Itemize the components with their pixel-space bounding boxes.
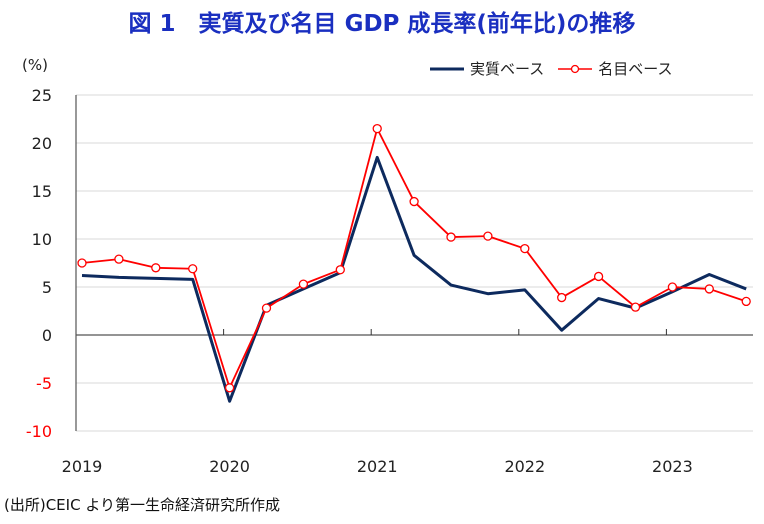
series-line-nominal <box>81 127 747 389</box>
legend-item-nominal: 名目ベース <box>558 58 673 79</box>
data-point-nominal <box>151 263 161 273</box>
x-tick-label: 2023 <box>652 457 693 476</box>
data-point-nominal <box>704 284 714 294</box>
data-point-nominal <box>114 254 124 264</box>
y-tick-label: -5 <box>36 374 52 393</box>
legend-item-real: 実質ベース <box>430 58 544 79</box>
x-tick-label: 2020 <box>209 457 250 476</box>
y-tick-label: 10 <box>32 230 52 249</box>
y-tick-label: 25 <box>32 86 52 105</box>
data-point-nominal <box>667 282 678 292</box>
data-point-nominal <box>446 232 456 242</box>
data-point-nominal <box>483 231 493 241</box>
data-point-nominal <box>298 279 309 289</box>
legend-label-nominal: 名目ベース <box>598 60 673 78</box>
data-point-nominal <box>261 303 272 313</box>
legend-line-real-icon <box>430 67 464 70</box>
data-point-nominal <box>77 258 87 268</box>
y-tick-label: -10 <box>26 422 52 441</box>
data-point-nominal <box>741 296 751 307</box>
data-point-nominal <box>520 243 530 254</box>
data-point-nominal <box>224 383 235 393</box>
data-point-nominal <box>372 123 382 134</box>
legend-label-real: 実質ベース <box>470 60 545 78</box>
data-point-nominal <box>630 302 641 312</box>
y-axis-unit: (%) <box>22 56 48 74</box>
data-point-nominal <box>409 196 419 207</box>
data-point-nominal <box>557 292 567 303</box>
y-tick-label: 0 <box>42 326 52 345</box>
data-point-nominal <box>593 271 604 282</box>
x-tick-label: 2021 <box>357 457 398 476</box>
data-point-nominal <box>188 264 198 274</box>
series-line-real <box>81 155 747 403</box>
y-tick-label: 20 <box>32 134 52 153</box>
x-tick-label: 2022 <box>504 457 545 476</box>
x-tick-label: 2019 <box>62 457 103 476</box>
legend-line-nominal-icon <box>558 64 593 73</box>
plot-area: 25 20 15 10 5 0 -5 -10 2019 2020 2021 2022 2023 <box>26 86 753 476</box>
chart-title: 図 1 実質及び名目 GDP 成長率(前年比)の推移 <box>128 11 636 37</box>
y-tick-label: 5 <box>42 278 52 297</box>
y-tick-label: 15 <box>32 182 52 201</box>
source-note: (出所)CEIC より第一生命経済研究所作成 <box>4 496 281 514</box>
legend: 実質ベース 名目ベース <box>430 58 673 79</box>
data-point-nominal <box>335 265 345 275</box>
